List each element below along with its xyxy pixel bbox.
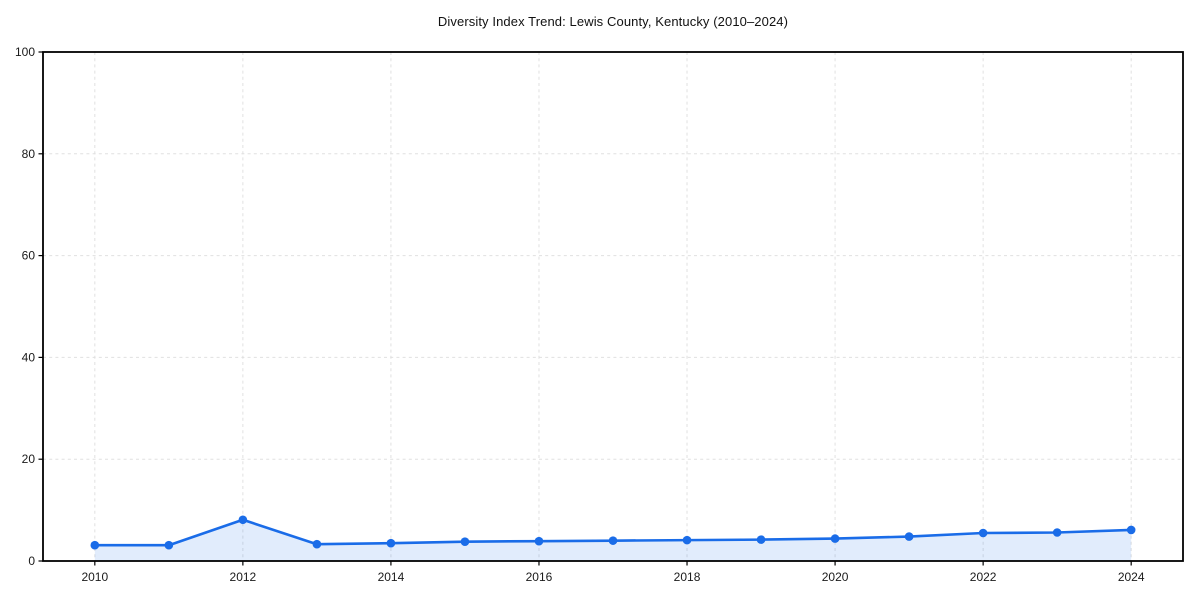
x-tick-label: 2020 <box>822 570 849 584</box>
data-point-marker <box>904 532 914 541</box>
data-point-marker <box>682 535 692 545</box>
y-tick-label: 60 <box>22 249 36 263</box>
plot-border <box>42 51 1184 562</box>
data-point-marker <box>830 534 840 543</box>
x-tick-label: 2010 <box>81 570 108 584</box>
data-point-marker <box>312 539 322 549</box>
y-tick-label: 20 <box>22 452 36 466</box>
y-tick-label: 0 <box>28 554 35 568</box>
x-tick-label: 2014 <box>378 570 405 584</box>
data-point-marker <box>386 538 396 548</box>
data-point-marker <box>756 535 766 544</box>
x-tick-label: 2016 <box>526 570 553 584</box>
x-tick-label: 2018 <box>674 570 701 584</box>
chart-title: Diversity Index Trend: Lewis County, Ken… <box>437 14 789 29</box>
y-tick-label: 40 <box>22 350 36 364</box>
data-point-marker <box>534 536 544 546</box>
data-point-marker <box>1052 528 1062 537</box>
y-tick-label: 100 <box>15 45 35 59</box>
x-tick-label: 2022 <box>970 570 997 584</box>
data-point-marker <box>90 540 100 550</box>
x-tick-label: 2024 <box>1118 570 1145 584</box>
data-point-marker <box>164 540 174 550</box>
y-tick-label: 80 <box>22 147 36 161</box>
data-point-marker <box>978 528 988 538</box>
series-area-fill <box>94 519 1132 561</box>
data-point-marker <box>1126 525 1136 535</box>
data-point-marker <box>238 515 248 525</box>
data-point-marker <box>460 537 470 546</box>
data-point-marker <box>608 536 618 545</box>
x-tick-label: 2012 <box>230 570 257 584</box>
